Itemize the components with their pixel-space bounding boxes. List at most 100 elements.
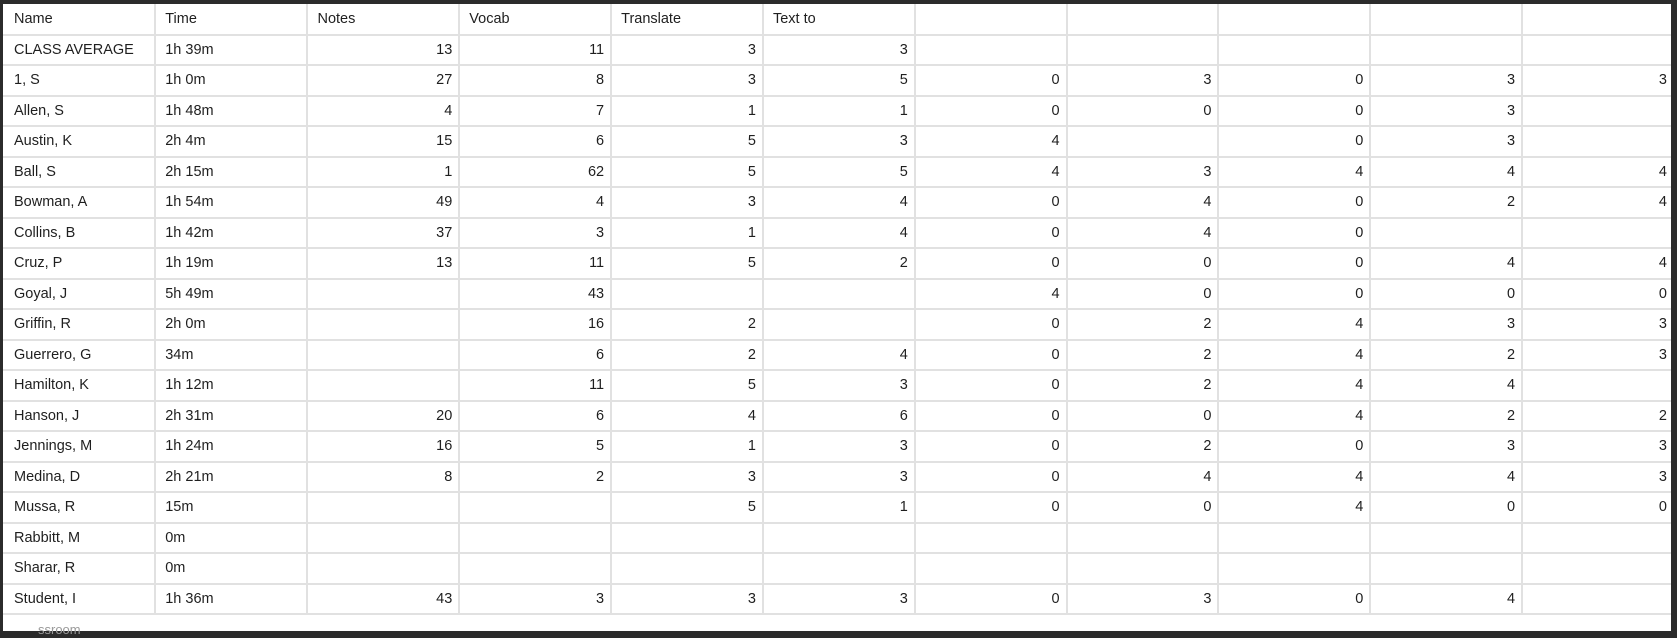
score-cell[interactable]: 3 (1522, 431, 1671, 463)
student-name-cell[interactable]: Mussa, R (3, 492, 157, 524)
score-cell[interactable]: 3 (762, 34, 916, 66)
score-cell[interactable] (307, 309, 461, 341)
score-cell[interactable]: 3 (1066, 583, 1220, 615)
score-cell[interactable]: 0 (1066, 492, 1220, 524)
score-cell[interactable]: 3 (762, 370, 916, 402)
time-cell[interactable]: 15m (155, 492, 309, 524)
student-name-cell[interactable]: Austin, K (3, 126, 157, 158)
score-cell[interactable]: 0 (914, 583, 1068, 615)
score-cell[interactable]: 3 (1370, 126, 1524, 158)
header-cell-col-h[interactable] (1066, 4, 1220, 36)
score-cell[interactable]: 3 (459, 583, 613, 615)
score-cell[interactable] (459, 553, 613, 585)
score-cell[interactable]: 5 (762, 156, 916, 188)
score-cell[interactable] (1066, 126, 1220, 158)
score-cell[interactable] (762, 309, 916, 341)
score-cell[interactable]: 16 (459, 309, 613, 341)
score-cell[interactable]: 5 (611, 156, 764, 188)
time-cell[interactable]: 1h 48m (155, 95, 309, 127)
score-cell[interactable]: 11 (459, 248, 613, 280)
score-cell[interactable] (1218, 34, 1372, 66)
score-cell[interactable]: 4 (914, 126, 1068, 158)
score-cell[interactable]: 0 (1218, 126, 1372, 158)
student-name-cell[interactable]: Jennings, M (3, 431, 157, 463)
score-cell[interactable]: 0 (1066, 400, 1220, 432)
header-cell-col-i[interactable] (1218, 4, 1372, 36)
time-cell[interactable]: 1h 0m (155, 65, 309, 97)
time-cell[interactable]: 1h 19m (155, 248, 309, 280)
score-cell[interactable] (307, 553, 461, 585)
header-cell-col-k[interactable] (1522, 4, 1671, 36)
score-cell[interactable] (762, 278, 916, 310)
time-cell[interactable]: 5h 49m (155, 278, 309, 310)
student-name-cell[interactable]: Student, I (3, 583, 157, 615)
student-name-cell[interactable]: Allen, S (3, 95, 157, 127)
score-cell[interactable]: 2 (1370, 187, 1524, 219)
time-cell[interactable]: 34m (155, 339, 309, 371)
score-cell[interactable]: 3 (1066, 156, 1220, 188)
score-cell[interactable]: 6 (459, 339, 613, 371)
score-cell[interactable]: 4 (1370, 461, 1524, 493)
score-cell[interactable]: 4 (1370, 156, 1524, 188)
score-cell[interactable]: 3 (1522, 461, 1671, 493)
score-cell[interactable]: 4 (1370, 583, 1524, 615)
score-cell[interactable] (914, 522, 1068, 554)
score-cell[interactable]: 0 (1218, 248, 1372, 280)
score-cell[interactable]: 7 (459, 95, 613, 127)
student-name-cell[interactable]: 1, S (3, 65, 157, 97)
student-name-cell[interactable]: Rabbitt, M (3, 522, 157, 554)
score-cell[interactable]: 4 (1218, 492, 1372, 524)
score-cell[interactable]: 0 (1370, 492, 1524, 524)
score-cell[interactable] (1522, 522, 1671, 554)
score-cell[interactable]: 0 (1218, 431, 1372, 463)
score-cell[interactable] (459, 492, 613, 524)
time-cell[interactable]: 2h 21m (155, 461, 309, 493)
score-cell[interactable]: 0 (1218, 217, 1372, 249)
score-cell[interactable]: 4 (1066, 187, 1220, 219)
score-cell[interactable] (611, 522, 764, 554)
score-cell[interactable]: 4 (1522, 248, 1671, 280)
score-cell[interactable]: 5 (611, 248, 764, 280)
time-cell[interactable]: 2h 0m (155, 309, 309, 341)
score-cell[interactable]: 5 (611, 126, 764, 158)
score-cell[interactable]: 11 (459, 34, 613, 66)
student-name-cell[interactable]: Cruz, P (3, 248, 157, 280)
time-cell[interactable]: 2h 15m (155, 156, 309, 188)
student-name-cell[interactable]: Bowman, A (3, 187, 157, 219)
student-name-cell[interactable]: Hanson, J (3, 400, 157, 432)
score-cell[interactable] (1522, 553, 1671, 585)
score-cell[interactable] (1522, 95, 1671, 127)
score-cell[interactable] (1066, 553, 1220, 585)
score-cell[interactable]: 2 (1370, 400, 1524, 432)
score-cell[interactable] (611, 278, 764, 310)
score-cell[interactable] (611, 553, 764, 585)
time-cell[interactable]: 0m (155, 522, 309, 554)
score-cell[interactable]: 4 (914, 156, 1068, 188)
score-cell[interactable]: 0 (1218, 95, 1372, 127)
score-cell[interactable]: 6 (762, 400, 916, 432)
student-name-cell[interactable]: Medina, D (3, 461, 157, 493)
score-cell[interactable]: 4 (1218, 461, 1372, 493)
score-cell[interactable] (762, 522, 916, 554)
score-cell[interactable] (1370, 217, 1524, 249)
time-cell[interactable]: 0m (155, 553, 309, 585)
score-cell[interactable]: 3 (1370, 65, 1524, 97)
score-cell[interactable] (1066, 522, 1220, 554)
score-cell[interactable]: 1 (307, 156, 461, 188)
score-cell[interactable] (762, 553, 916, 585)
score-cell[interactable]: 0 (914, 95, 1068, 127)
score-cell[interactable]: 3 (762, 461, 916, 493)
header-cell-time[interactable]: Time (155, 4, 309, 36)
score-cell[interactable]: 15 (307, 126, 461, 158)
score-cell[interactable]: 5 (611, 370, 764, 402)
score-cell[interactable]: 0 (1218, 65, 1372, 97)
student-name-cell[interactable]: Collins, B (3, 217, 157, 249)
score-cell[interactable]: 1 (762, 95, 916, 127)
student-name-cell[interactable]: Hamilton, K (3, 370, 157, 402)
score-cell[interactable]: 3 (1370, 309, 1524, 341)
score-cell[interactable] (307, 522, 461, 554)
score-cell[interactable]: 0 (1522, 492, 1671, 524)
header-cell-name[interactable]: Name (3, 4, 157, 36)
score-cell[interactable]: 4 (1066, 461, 1220, 493)
score-cell[interactable]: 0 (1066, 95, 1220, 127)
